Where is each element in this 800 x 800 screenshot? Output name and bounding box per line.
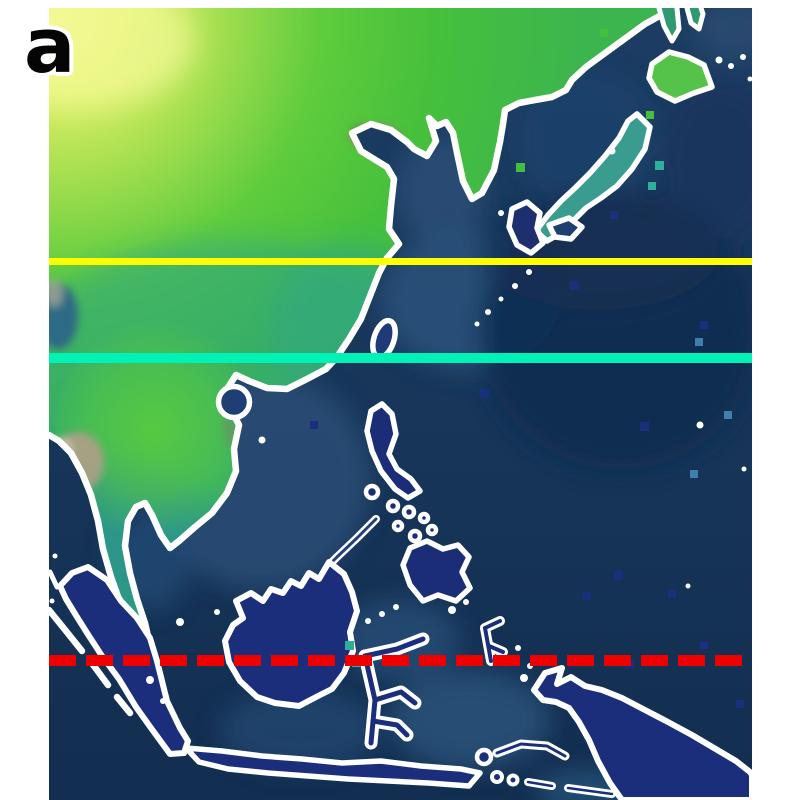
coastline-sulawesi [358,632,430,750]
coastline-hainan [215,383,253,421]
coastline-mindoro [363,483,381,501]
islands-layer [49,8,752,800]
coastline-kyushu [506,199,546,256]
coastline-mindanao [400,538,473,604]
map-canvas [49,8,752,800]
coastline-buru [474,747,494,767]
panel-label: a [24,1,76,90]
coastline-new-guinea [531,665,752,800]
coastline-shikoku [546,215,585,242]
coastline-halmahera [480,616,508,666]
reference-lines [49,258,752,666]
coastline-honshu [533,111,653,244]
coastline-hokkaido [646,49,715,104]
coastline-borneo [222,559,360,709]
coastline-luzon [364,401,423,501]
coastline-visayas [385,498,439,544]
coastline-java [183,745,483,789]
coastline-mainland-asia [49,8,678,655]
coastline-sakhalin [656,8,682,44]
